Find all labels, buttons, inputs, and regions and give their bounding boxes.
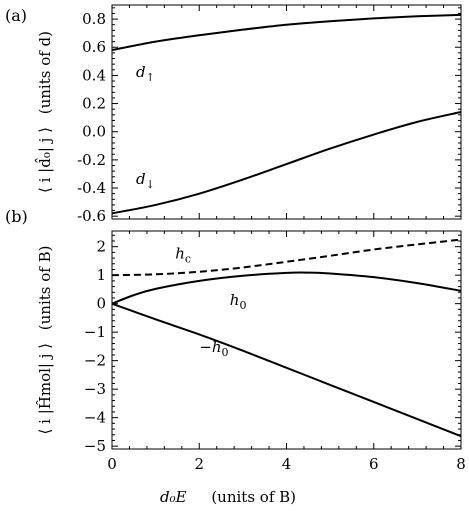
panel-a: (a) -0.6 -0.4 -0.2 0.0 0.2 0.4 0.6 0.8 d↑ d↓ ⟨ i…: [5, 4, 462, 225]
y-tick-label: −5: [84, 437, 106, 455]
panel-b-xlabel: d₀E (units of B): [160, 488, 296, 506]
panel-a-ylabel: ⟨ i |d̂₀| j ⟩ (units of d): [35, 31, 54, 193]
x-tick-label: 4: [282, 455, 292, 473]
y-tick-label: −1: [84, 323, 106, 341]
panel-b-curve-labels: hc h0 −h0: [175, 245, 246, 359]
x-tick-label: 8: [456, 455, 466, 473]
panel-a-curves: [111, 13, 462, 215]
y-tick-label: −4: [84, 409, 106, 427]
y-tick-label: -0.4: [77, 179, 106, 197]
panel-b-ylabel: ⟨ i |Ĥmol| j ⟩ (units of B): [36, 246, 54, 435]
y-tick-label: 1: [96, 266, 106, 284]
y-tick-label: 0.2: [82, 95, 106, 113]
panel-a-ylabel-text: ⟨ i |d̂₀| j ⟩: [35, 127, 54, 193]
panel-b: (b) 0 2 4 6 8 −5 −4 −3 −2 −1 0 1 2 hc h0 −h0 ⟨ i |Ĥmol…: [5, 207, 466, 506]
y-tick-label: -0.2: [77, 151, 106, 169]
y-tick-label: 0.8: [82, 10, 106, 28]
panel-a-frame: [111, 4, 462, 220]
series-line-b: [111, 271, 462, 305]
panel-a-label: (a): [5, 6, 27, 25]
x-tick-label: 0: [107, 455, 117, 473]
y-tick-label: −3: [84, 380, 106, 398]
panel-b-xlabel-text: d₀E: [160, 488, 187, 506]
x-tick-label: 6: [369, 455, 379, 473]
series-line-a: [111, 13, 462, 52]
y-tick-label: 0.0: [82, 123, 106, 141]
y-tick-label: -0.6: [77, 207, 106, 225]
panel-a-ylabel-units: (units of d): [36, 31, 54, 114]
series-line-b: [111, 302, 462, 438]
y-tick-label: 0.4: [82, 66, 106, 84]
panel-b-ylabel-text: ⟨ i |Ĥmol| j ⟩: [36, 343, 54, 434]
y-tick-label: 0: [96, 295, 106, 313]
curve-label: hc: [175, 245, 191, 266]
panel-b-label: (b): [5, 207, 28, 226]
panel-b-xlabel-units: (units of B): [211, 488, 296, 506]
panel-b-ticks: 0 2 4 6 8 −5 −4 −3 −2 −1 0 1 2: [84, 231, 466, 473]
series-line-a: [111, 111, 462, 215]
series-line-b: [111, 238, 462, 277]
curve-label: −h0: [199, 338, 228, 359]
curve-label: d↓: [136, 170, 155, 191]
panel-b-ylabel-group: ⟨ i |Ĥmol| j ⟩ (units of B): [36, 246, 54, 435]
curve-label: h0: [230, 291, 247, 312]
panel-a-ticks: -0.6 -0.4 -0.2 0.0 0.2 0.4 0.6 0.8: [77, 5, 462, 225]
y-tick-label: 0.6: [82, 38, 106, 56]
panel-a-curve-labels: d↑ d↓: [136, 63, 155, 191]
curve-label: d↑: [136, 63, 155, 84]
panel-b-curves: [111, 238, 462, 438]
x-tick-label: 2: [194, 455, 204, 473]
y-tick-label: −2: [84, 352, 106, 370]
panel-a-ylabel-group: ⟨ i |d̂₀| j ⟩ (units of d): [35, 31, 54, 193]
panel-b-ylabel-units: (units of B): [36, 246, 54, 331]
y-tick-label: 2: [96, 238, 106, 256]
